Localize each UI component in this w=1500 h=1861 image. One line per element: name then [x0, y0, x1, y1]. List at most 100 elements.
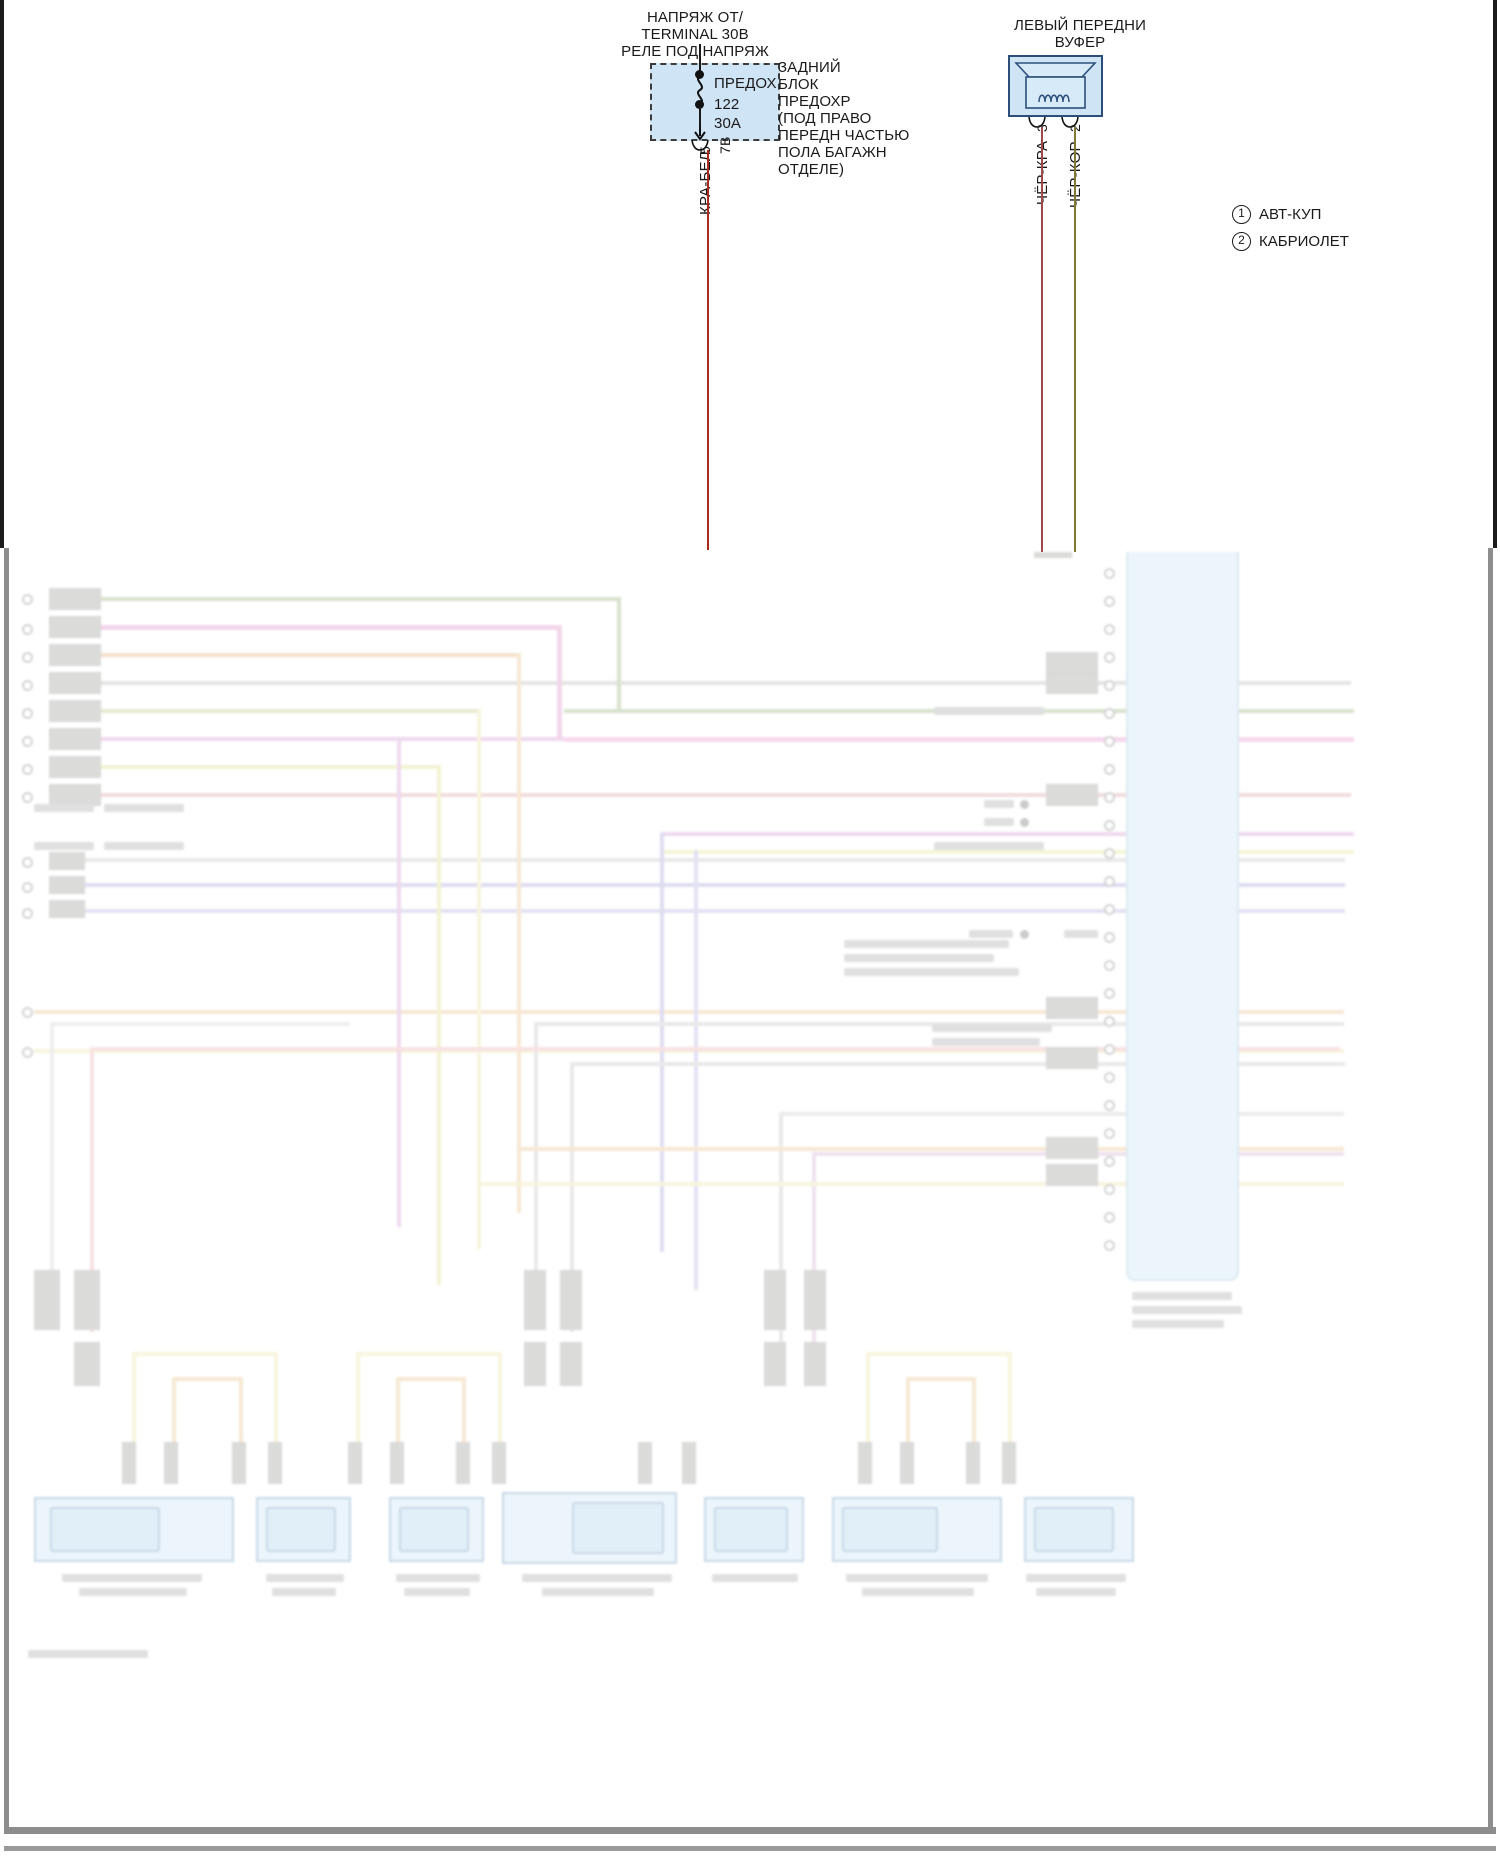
- harness-wire-vertical: [397, 737, 401, 1227]
- harness-wire-vertical: [660, 832, 664, 1252]
- inline-connector: [1046, 1047, 1098, 1069]
- woofer-terminal-3-connector-icon: [1028, 117, 1046, 128]
- frame-border-left: [0, 0, 4, 548]
- module-pin: [1104, 624, 1115, 635]
- left-connector-block: [49, 616, 101, 638]
- power-wire-red: [707, 150, 709, 550]
- frame-border-bottom: [4, 1827, 1496, 1834]
- harness-wire: [50, 1022, 350, 1026]
- harness-wire: [517, 1147, 1344, 1151]
- lower-connector: [74, 1270, 100, 1330]
- speaker-caption: [266, 1574, 344, 1582]
- left-pin: [22, 624, 33, 635]
- lower-connector: [560, 1342, 582, 1386]
- speaker-caption: [522, 1574, 672, 1582]
- speaker-terminal: [164, 1442, 178, 1484]
- speaker-lead: [274, 1352, 278, 1482]
- lower-connector: [560, 1270, 582, 1330]
- harness-wire: [779, 1112, 1344, 1116]
- left-connector-block: [49, 900, 85, 918]
- woofer-title-line-1: ЛЕВЫЙ ПЕРЕДНИ: [1014, 17, 1146, 34]
- left-connector-block: [49, 852, 85, 870]
- speaker-lead: [172, 1377, 242, 1381]
- harness-wire-vertical: [534, 1022, 538, 1322]
- speaker-cone: [572, 1502, 664, 1554]
- module-pin: [1104, 1240, 1115, 1251]
- harness-wire: [34, 1010, 1344, 1014]
- fuse-block-note-line-4: (ПОД ПРАВО: [778, 110, 872, 127]
- speaker-cone: [1034, 1507, 1114, 1552]
- harness-wire: [564, 709, 1354, 713]
- module-pin: [1104, 1184, 1115, 1195]
- module-caption: [1132, 1306, 1242, 1314]
- left-connector-block: [49, 876, 85, 894]
- harness-wire-vertical: [570, 1062, 574, 1332]
- fuse-output-connector-label: 7В: [717, 136, 733, 154]
- module-pin: [1104, 932, 1115, 943]
- legend-number-2-icon: 2: [1232, 232, 1251, 251]
- inline-connector: [1034, 552, 1072, 558]
- speaker-lead: [132, 1352, 136, 1482]
- module-pin: [1104, 820, 1115, 831]
- harness-wire: [477, 1182, 1344, 1186]
- splice-dot: [1020, 818, 1029, 827]
- speaker-caption: [1026, 1574, 1126, 1582]
- fuse-terminal-dot-bottom: [695, 100, 704, 109]
- module-caption: [1132, 1320, 1224, 1328]
- speaker-caption: [1036, 1588, 1116, 1596]
- speaker-lead: [356, 1352, 360, 1482]
- lower-connector: [804, 1270, 826, 1330]
- fuse-number-label: 122: [714, 96, 740, 113]
- speaker-lead: [866, 1352, 870, 1482]
- harness-wire: [101, 681, 1351, 685]
- left-connector-block: [49, 728, 101, 750]
- left-connector-block: [49, 588, 101, 610]
- fuse-output-wire-color-label: КРА-БЕЛ: [697, 151, 714, 215]
- left-connector-block: [49, 644, 101, 666]
- speaker-caption: [404, 1588, 470, 1596]
- legend-number-1-icon: 1: [1232, 205, 1251, 224]
- module-pin: [1104, 736, 1115, 747]
- speaker-terminal: [638, 1442, 652, 1484]
- harness-note: [934, 707, 1044, 715]
- harness-wire: [90, 1047, 1340, 1051]
- left-pin: [22, 594, 33, 605]
- lower-connector: [524, 1270, 546, 1330]
- inline-connector: [1046, 672, 1098, 694]
- harness-note: [984, 800, 1014, 808]
- module-pin: [1104, 596, 1115, 607]
- lower-connector: [524, 1342, 546, 1386]
- harness-wire: [101, 737, 581, 741]
- module-pin: [1104, 960, 1115, 971]
- speaker-caption: [542, 1588, 654, 1596]
- left-pin: [22, 764, 33, 775]
- speaker-caption: [272, 1588, 336, 1596]
- woofer-wire-black-red: [1041, 127, 1043, 552]
- fuse-lead-in-wire: [699, 44, 701, 74]
- harness-wire-vertical: [617, 597, 621, 712]
- left-pin: [22, 1007, 33, 1018]
- harness-wire: [101, 653, 521, 657]
- speaker-terminal: [858, 1442, 872, 1484]
- module-pin: [1104, 708, 1115, 719]
- inline-connector: [1046, 997, 1098, 1019]
- speaker-cone: [842, 1507, 938, 1552]
- woofer-wire-black-brown: [1074, 127, 1076, 552]
- module-pin: [1104, 1212, 1115, 1223]
- harness-wire: [101, 765, 441, 769]
- speaker-lead: [972, 1377, 976, 1482]
- speaker-caption: [846, 1574, 988, 1582]
- harness-wire-vertical: [477, 709, 481, 1249]
- left-pin: [22, 708, 33, 719]
- module-pin: [1104, 904, 1115, 915]
- harness-wire: [534, 1022, 1344, 1026]
- harness-wire: [34, 1049, 1344, 1053]
- inline-connector: [1046, 784, 1098, 806]
- woofer-terminal-2-connector-icon: [1061, 117, 1079, 128]
- speaker-caption: [62, 1574, 202, 1582]
- speaker-lead: [498, 1352, 502, 1482]
- left-pin: [22, 857, 33, 868]
- left-connector-block: [49, 756, 101, 778]
- speaker-terminal: [966, 1442, 980, 1484]
- harness-wire-vertical: [517, 653, 521, 1213]
